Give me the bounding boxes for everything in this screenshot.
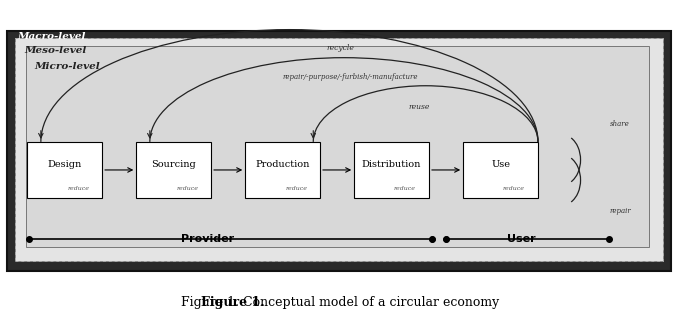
Text: reduce: reduce [285, 186, 307, 191]
Text: reduce: reduce [67, 186, 89, 191]
Text: Design: Design [48, 160, 82, 169]
Text: reuse: reuse [408, 103, 430, 111]
FancyBboxPatch shape [26, 47, 649, 247]
Text: Micro-level: Micro-level [34, 62, 100, 71]
Text: share: share [609, 120, 629, 128]
FancyBboxPatch shape [136, 142, 211, 198]
FancyBboxPatch shape [463, 142, 538, 198]
Text: Figure 1. Conceptual model of a circular economy: Figure 1. Conceptual model of a circular… [181, 296, 500, 309]
Text: Macro-level: Macro-level [17, 33, 86, 41]
Text: User: User [507, 234, 535, 244]
Text: reduce: reduce [503, 186, 525, 191]
FancyBboxPatch shape [15, 38, 663, 261]
Text: repair/-purpose/-furbish/-manufacture: repair/-purpose/-furbish/-manufacture [283, 73, 418, 81]
Text: recycle: recycle [327, 44, 354, 52]
Text: repair: repair [609, 207, 631, 215]
Text: Sourcing: Sourcing [151, 160, 196, 169]
Text: reduce: reduce [394, 186, 416, 191]
Text: Distribution: Distribution [362, 160, 422, 169]
Text: reduce: reduce [176, 186, 198, 191]
FancyBboxPatch shape [27, 142, 102, 198]
Text: Use: Use [491, 160, 510, 169]
FancyBboxPatch shape [7, 31, 671, 271]
FancyBboxPatch shape [245, 142, 320, 198]
FancyBboxPatch shape [354, 142, 429, 198]
Text: Provider: Provider [181, 234, 234, 244]
Text: Figure 1.: Figure 1. [201, 296, 264, 309]
Text: Production: Production [255, 160, 310, 169]
Text: Meso-level: Meso-level [24, 47, 86, 56]
